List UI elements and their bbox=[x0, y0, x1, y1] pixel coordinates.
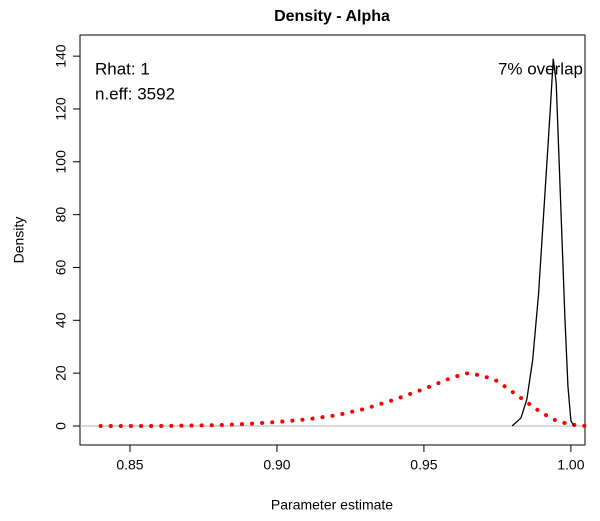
y-tick-label: 140 bbox=[53, 44, 69, 68]
annotation: Rhat: 1 bbox=[95, 59, 150, 78]
x-tick-label: 0.95 bbox=[410, 457, 437, 473]
y-tick-label: 120 bbox=[53, 97, 69, 121]
x-axis-label: Parameter estimate bbox=[271, 497, 393, 513]
y-axis-label: Density bbox=[11, 217, 27, 264]
chart-title: Density - Alpha bbox=[274, 8, 390, 25]
y-tick-label: 20 bbox=[53, 365, 69, 381]
y-tick-label: 100 bbox=[53, 150, 69, 174]
x-tick-label: 1.00 bbox=[557, 457, 584, 473]
density-line bbox=[511, 58, 575, 427]
density-line bbox=[98, 371, 588, 428]
annotation: 7% overlap bbox=[498, 59, 583, 78]
annotation: n.eff: 3592 bbox=[95, 84, 175, 103]
y-tick-label: 0 bbox=[53, 422, 69, 430]
y-tick-label: 80 bbox=[53, 207, 69, 223]
y-tick-label: 60 bbox=[53, 259, 69, 275]
x-tick-label: 0.85 bbox=[116, 457, 143, 473]
y-tick-label: 40 bbox=[53, 312, 69, 328]
plot-box bbox=[79, 34, 586, 446]
x-tick-label: 0.90 bbox=[263, 457, 290, 473]
